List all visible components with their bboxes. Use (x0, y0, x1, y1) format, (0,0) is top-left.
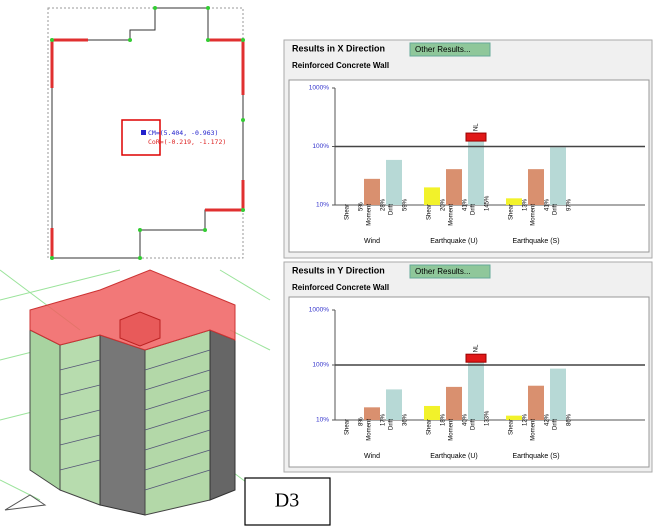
bar-series-label: Moment (367, 204, 373, 226)
nl-label: NL (474, 123, 480, 131)
tower-side (210, 330, 235, 500)
bar-series-label: Shear (345, 419, 351, 435)
wing-front (60, 335, 100, 505)
cor-label: CoR=(-0.219, -1.172) (148, 138, 226, 146)
y-tick-label: 1000% (309, 307, 329, 314)
bar-series-label: Moment (531, 419, 537, 441)
building-3d (0, 270, 270, 515)
y-tick-label: 10% (316, 202, 329, 209)
bar (424, 187, 440, 205)
y-tick-label: 100% (312, 143, 329, 150)
nl-marker (466, 354, 486, 362)
panel-subtitle: Reinforced Concrete Wall (292, 283, 389, 292)
bar-value-label: 41% (463, 198, 469, 211)
group-label: Wind (364, 453, 380, 460)
bar (364, 179, 380, 205)
bar-value-label: 40% (463, 413, 469, 426)
bar-series-label: Shear (345, 204, 351, 220)
bar-series-label: Drift (389, 419, 395, 430)
floor-plan: CM=(5.404, -0.963) CoR=(-0.219, -1.172) (48, 6, 245, 260)
bar-series-label: Shear (509, 419, 515, 435)
panel-title: Results in X Direction (292, 43, 385, 53)
bar-series-label: Moment (449, 204, 455, 226)
bar-series-label: Drift (471, 419, 477, 430)
bar-value-label: 13% (523, 198, 529, 211)
figure-label: D3 (275, 490, 299, 512)
bar-value-label: 28% (381, 198, 387, 211)
bar-value-label: 5% (359, 202, 365, 211)
bar-series-label: Shear (427, 419, 433, 435)
view-cursor (5, 495, 45, 510)
results-panel: Results in Y Direction Other Results... Re… (284, 262, 652, 472)
bar-series-label: Moment (449, 419, 455, 441)
group-label: Earthquake (U) (430, 453, 477, 460)
bar-series-label: Drift (553, 204, 559, 215)
bar-value-label: 42% (545, 413, 551, 426)
bar (528, 169, 544, 205)
group-label: Wind (364, 238, 380, 245)
bar-series-label: Moment (531, 204, 537, 226)
bar-value-label: 86% (567, 413, 573, 426)
bar (550, 369, 566, 420)
bar-value-label: 145% (485, 195, 491, 211)
bar (528, 386, 544, 420)
bar (446, 169, 462, 205)
bar-value-label: 12% (523, 413, 529, 426)
bar-value-label: 41% (545, 198, 551, 211)
bar (364, 407, 380, 420)
bar-value-label: 59% (403, 198, 409, 211)
bar-series-label: Shear (509, 204, 515, 220)
panel-title: Results in Y Direction (292, 265, 385, 275)
bar (468, 137, 484, 205)
bar (550, 147, 566, 205)
group-label: Earthquake (U) (430, 238, 477, 245)
other-results-label[interactable]: Other Results... (415, 45, 471, 54)
page: {"plan": {"cm_label": "CM=(5.404, -0.963… (0, 0, 653, 526)
cm-marker (141, 130, 146, 135)
bar-value-label: 17% (381, 413, 387, 426)
bar (424, 406, 440, 420)
other-results-label[interactable]: Other Results... (415, 267, 471, 276)
bar (386, 160, 402, 205)
y-tick-label: 100% (312, 362, 329, 369)
bar-series-label: Moment (367, 419, 373, 441)
core-face (100, 335, 145, 515)
nl-label: NL (474, 344, 480, 352)
results-panel: Results in X Direction Other Results... Re… (284, 40, 652, 258)
screenshot: CM=(5.404, -0.963) CoR=(-0.219, -1.172) … (0, 0, 653, 526)
bar-value-label: 8% (359, 417, 365, 426)
bar-series-label: Drift (389, 204, 395, 215)
bar-value-label: 18% (441, 413, 447, 426)
bar (468, 358, 484, 420)
group-label: Earthquake (S) (512, 453, 559, 460)
bar (386, 389, 402, 420)
bar (446, 387, 462, 420)
bar-series-label: Drift (471, 204, 477, 215)
wing-face (30, 330, 60, 490)
y-tick-label: 1000% (309, 85, 329, 92)
bar-value-label: 97% (567, 198, 573, 211)
y-tick-label: 10% (316, 417, 329, 424)
bar-series-label: Shear (427, 204, 433, 220)
panel-subtitle: Reinforced Concrete Wall (292, 61, 389, 70)
cm-label: CM=(5.404, -0.963) (148, 129, 218, 137)
bar-value-label: 133% (485, 410, 491, 426)
nl-marker (466, 133, 486, 141)
roof-box (120, 312, 160, 346)
bar-value-label: 20% (441, 198, 447, 211)
group-label: Earthquake (S) (512, 238, 559, 245)
bar-series-label: Drift (553, 419, 559, 430)
bar-value-label: 36% (403, 413, 409, 426)
